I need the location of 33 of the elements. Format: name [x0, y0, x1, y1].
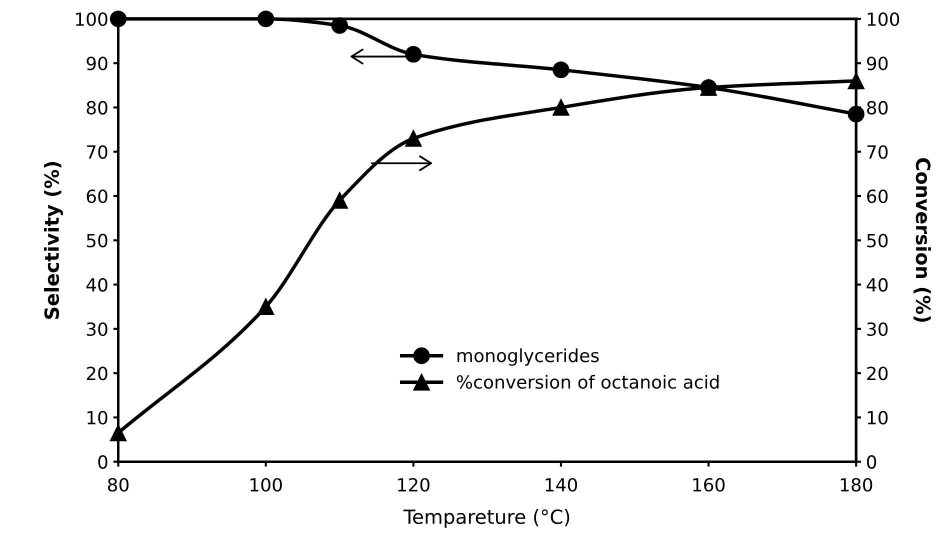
y2-tick-label: 90 — [866, 56, 888, 70]
y-tick-label: 10 — [88, 410, 108, 425]
y-axis-title: Selectivity (%) — [44, 162, 63, 319]
y-tick-label: 90 — [86, 56, 108, 70]
x-tick-label: 120 — [398, 478, 430, 492]
x-tick-label: 160 — [693, 478, 725, 492]
legend-label: monoglycerides — [458, 348, 599, 366]
y2-tick-label: 100 — [868, 12, 900, 26]
x-tick-label: 80 — [108, 478, 129, 492]
y2-tick-label: 70 — [867, 145, 888, 159]
y2-tick-label: 10 — [868, 410, 888, 425]
y-tick-label: 50 — [86, 234, 108, 248]
y-tick-label: 70 — [87, 145, 108, 159]
y2-tick-label: 0 — [867, 455, 876, 469]
y-tick-label: 40 — [86, 278, 108, 292]
y-tick-label: 0 — [98, 455, 108, 469]
y2-tick-label: 20 — [867, 366, 888, 380]
x-tick-label: 180 — [840, 478, 872, 492]
x-tick-label: 140 — [546, 478, 578, 492]
y2-tick-label: 80 — [867, 100, 888, 115]
y2-axis-title: Conversion (%) — [914, 158, 931, 322]
y2-tick-label: 40 — [866, 278, 888, 292]
y2-tick-label: 60 — [867, 189, 888, 204]
y-tick-label: 30 — [86, 322, 108, 336]
x-axis-title: Tempareture (°C) — [403, 509, 570, 528]
y2-tick-label: 50 — [867, 234, 888, 248]
y-tick-label: 20 — [86, 366, 108, 380]
y-tick-label: 60 — [86, 189, 108, 204]
x-tick-label: 100 — [250, 478, 282, 492]
y-tick-label: 100 — [76, 12, 108, 26]
y2-tick-label: 30 — [867, 322, 888, 336]
legend-label: %conversion of octanoic acid — [456, 374, 719, 389]
y-tick-label: 80 — [86, 100, 108, 115]
